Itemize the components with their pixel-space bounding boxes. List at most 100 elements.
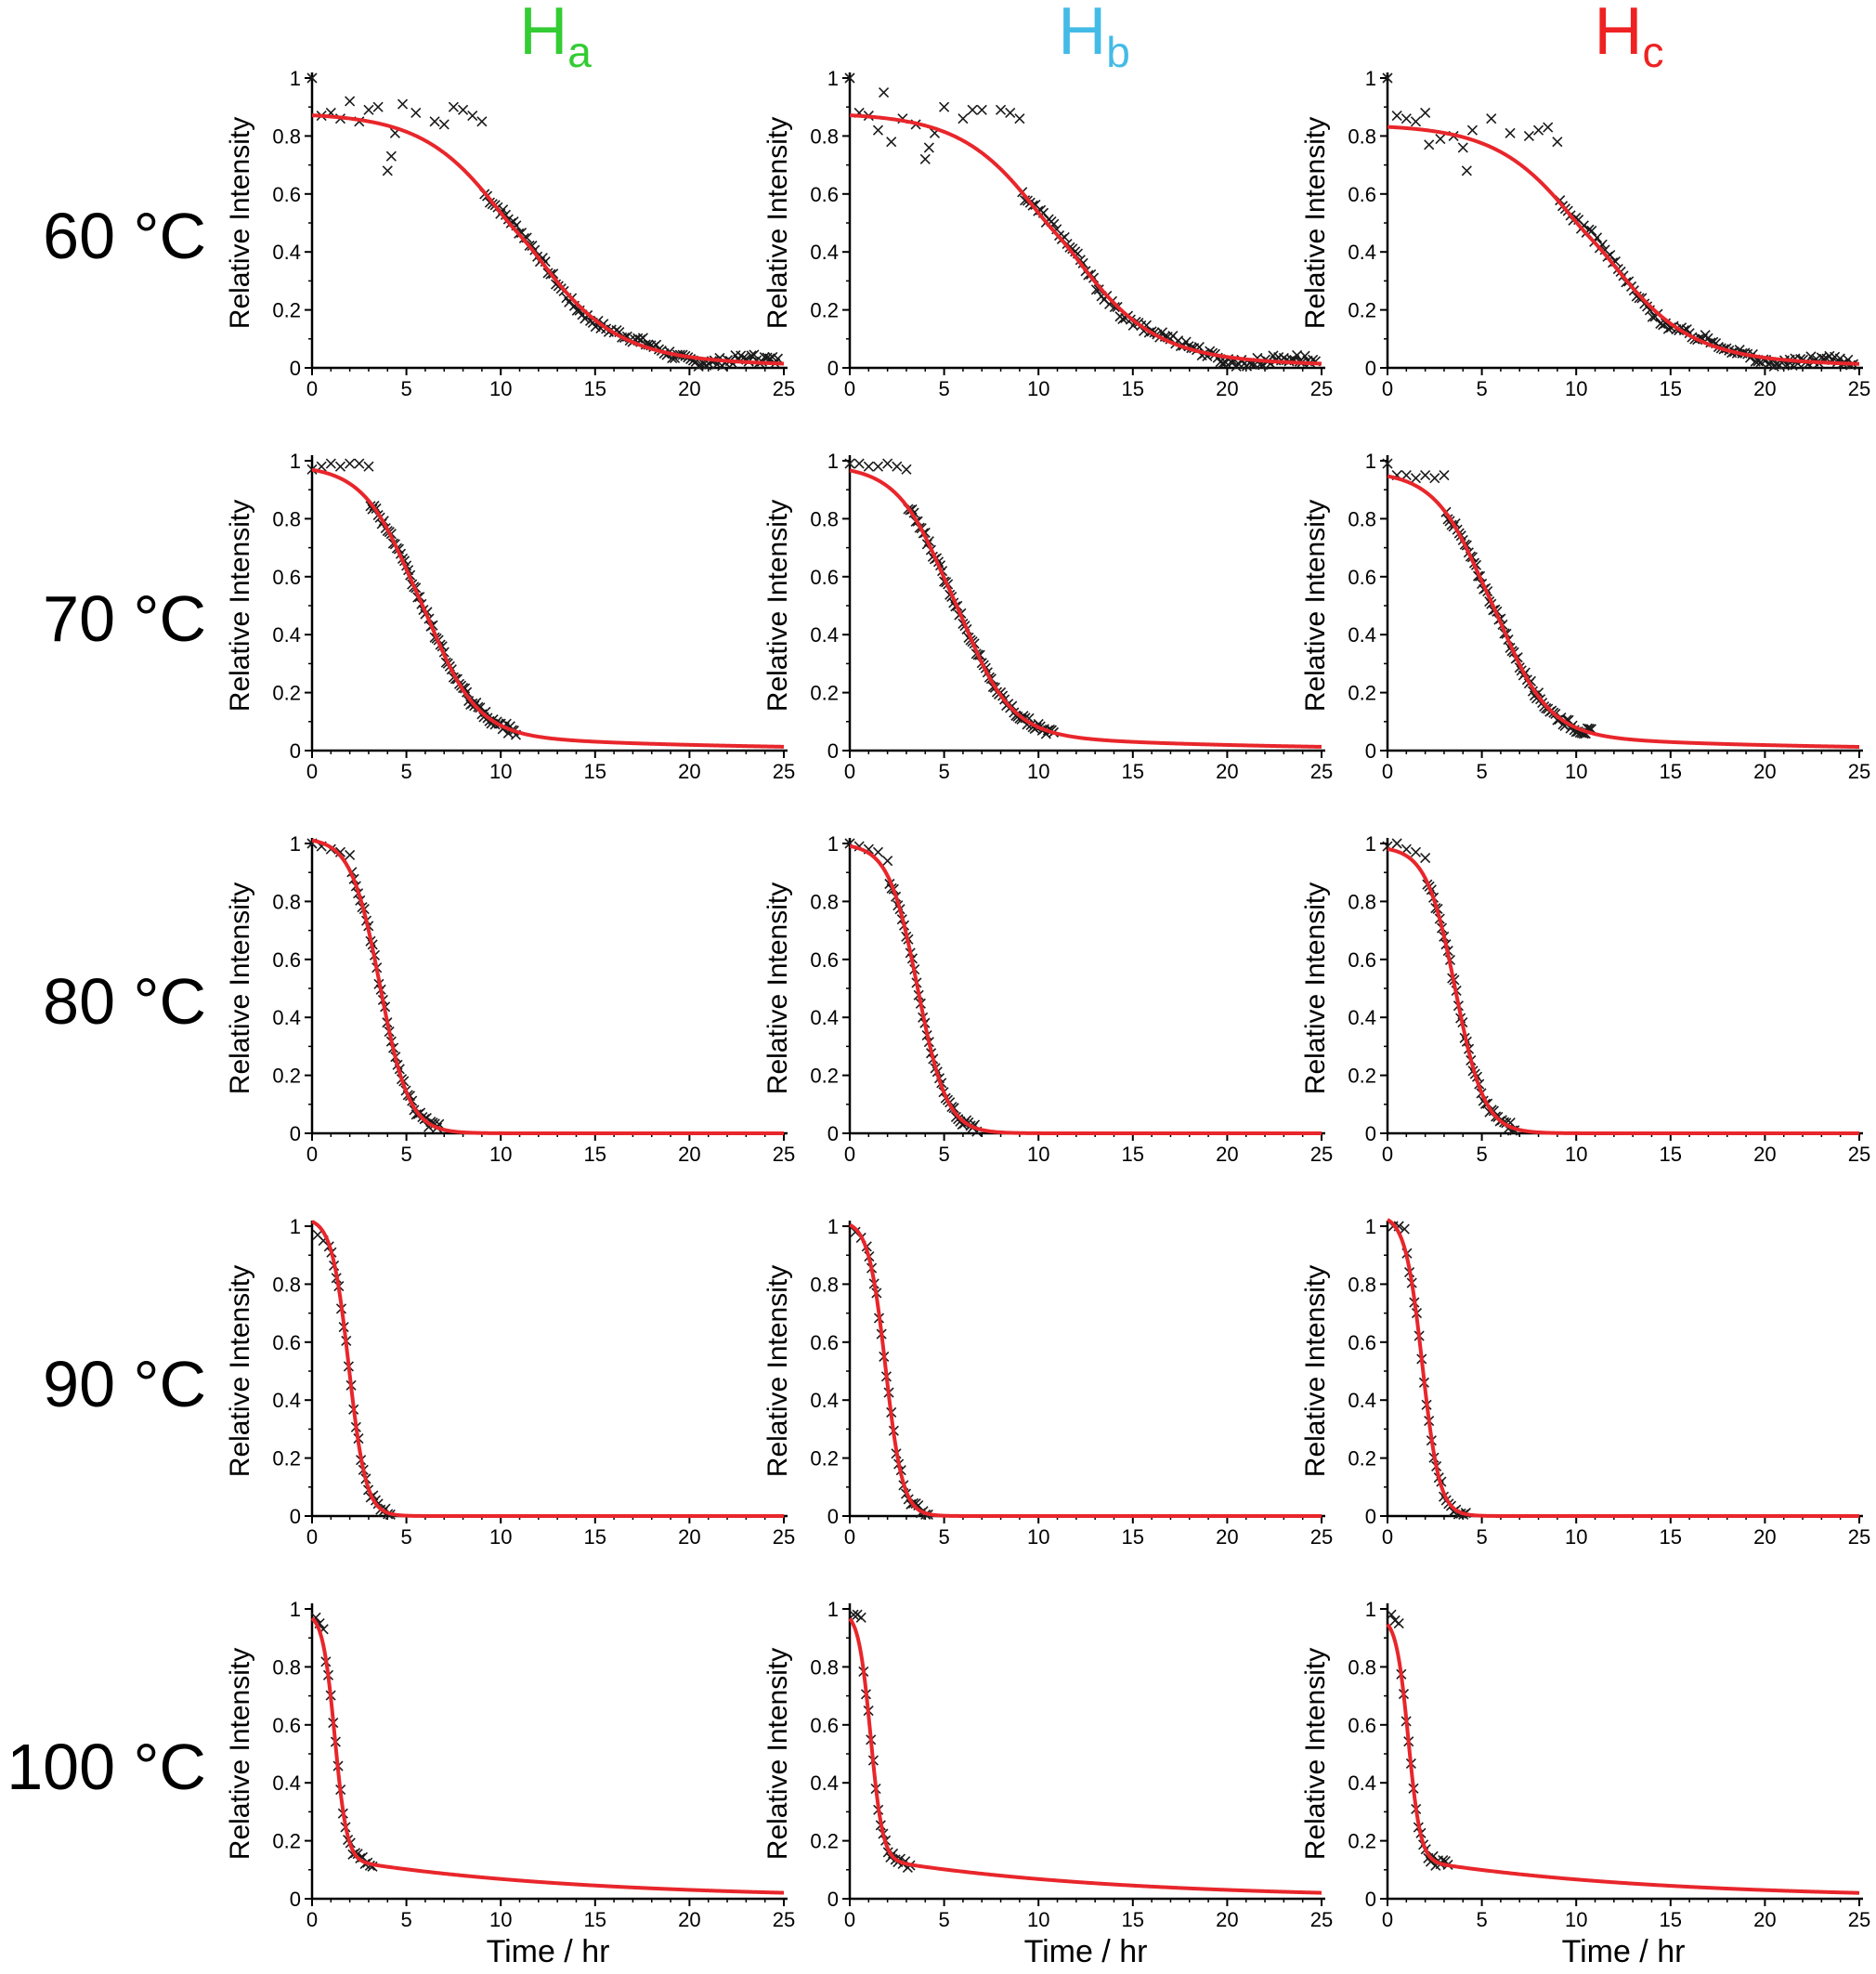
fit-curve xyxy=(849,1222,1322,1518)
y-tick-label: 0.2 xyxy=(810,1065,839,1088)
x-tick-label: 15 xyxy=(1660,1143,1682,1166)
x-tick-label: 0 xyxy=(1382,1143,1393,1166)
row-labels: 60 °C 70 °C 80 °C 90 °C 100 °C xyxy=(7,200,206,1803)
y-tick-label: 1 xyxy=(290,450,301,473)
y-axis-label: Relative Intensity xyxy=(1300,500,1331,712)
data-point xyxy=(886,137,897,148)
data-point xyxy=(1299,350,1310,361)
x-tick-label: 20 xyxy=(1753,1908,1776,1931)
data-point xyxy=(879,87,890,98)
x-tick-label: 20 xyxy=(678,1143,700,1166)
data-point xyxy=(457,104,469,115)
x-tick-label: 10 xyxy=(1565,377,1587,400)
data-point xyxy=(1461,165,1472,176)
fit-curve xyxy=(849,113,1322,366)
y-tick-label: 1 xyxy=(827,1598,839,1621)
y-axis-label: Relative Intensity xyxy=(225,500,255,712)
y-tick-label: 0.4 xyxy=(810,623,839,647)
x-tick-label: 10 xyxy=(1565,1908,1587,1931)
data-point xyxy=(1393,1618,1404,1629)
y-tick-label: 0.6 xyxy=(810,1714,839,1737)
y-tick-label: 0.6 xyxy=(810,1331,839,1354)
x-tick-label: 25 xyxy=(1848,377,1870,400)
data-point xyxy=(354,458,365,469)
y-tick-label: 0.2 xyxy=(1348,682,1376,705)
y-tick-label: 1 xyxy=(1365,832,1376,856)
data-point xyxy=(882,458,893,469)
y-axis-label: Relative Intensity xyxy=(1300,117,1331,329)
y-tick-label: 1 xyxy=(290,1215,301,1238)
data-point xyxy=(429,116,440,127)
y-axis-label: Relative Intensity xyxy=(762,117,793,329)
y-tick-label: 1 xyxy=(827,450,839,473)
x-axis-label: Time / hr xyxy=(487,1934,610,1969)
x-tick-label: 15 xyxy=(1122,377,1144,400)
x-tick-label: 15 xyxy=(1122,1143,1144,1166)
y-tick-label: 0.4 xyxy=(810,1389,839,1412)
y-tick-label: 0.2 xyxy=(272,1447,301,1471)
x-tick-label: 20 xyxy=(1216,377,1238,400)
y-tick-label: 0.6 xyxy=(1348,566,1376,589)
y-tick-label: 0.8 xyxy=(810,890,839,913)
y-tick-label: 0 xyxy=(827,1122,839,1145)
y-tick-label: 0.6 xyxy=(1348,948,1376,972)
y-tick-label: 0.2 xyxy=(810,682,839,705)
data-point xyxy=(1005,107,1016,119)
data-point xyxy=(345,96,356,107)
y-tick-label: 0.2 xyxy=(272,1065,301,1088)
x-tick-label: 10 xyxy=(1027,1525,1049,1549)
y-tick-label: 0.2 xyxy=(1348,1065,1376,1088)
data-point xyxy=(1466,124,1479,136)
y-tick-label: 0.6 xyxy=(1348,1331,1376,1354)
x-tick-label: 0 xyxy=(1382,377,1393,400)
y-tick-label: 0.4 xyxy=(272,1006,301,1029)
y-tick-label: 0 xyxy=(290,1122,301,1145)
x-tick-label: 15 xyxy=(1660,760,1682,783)
x-tick-label: 5 xyxy=(938,377,949,400)
data-point xyxy=(853,458,865,469)
x-tick-label: 5 xyxy=(1476,760,1487,783)
y-tick-label: 1 xyxy=(290,832,301,856)
x-tick-label: 5 xyxy=(938,1143,949,1166)
x-tick-label: 5 xyxy=(400,377,411,400)
row-label-100c: 100 °C xyxy=(7,1731,206,1803)
y-tick-label: 1 xyxy=(290,1598,301,1621)
fit-curve xyxy=(848,1617,1322,1895)
y-tick-label: 0.4 xyxy=(272,241,301,264)
fit-curve xyxy=(1386,1623,1860,1895)
data-point xyxy=(1399,1223,1410,1235)
y-tick-label: 0.6 xyxy=(272,566,301,589)
fit-curve xyxy=(849,468,1322,749)
data-point xyxy=(919,153,931,164)
y-tick-label: 0 xyxy=(290,357,301,380)
y-tick-label: 0.8 xyxy=(1348,124,1376,148)
y-axis-label: Relative Intensity xyxy=(1300,1648,1331,1860)
data-point xyxy=(382,165,393,176)
data-point xyxy=(1410,473,1422,484)
y-tick-label: 0.6 xyxy=(810,948,839,972)
y-tick-label: 1 xyxy=(290,67,301,90)
x-axis-label: Time / hr xyxy=(1024,1934,1148,1969)
x-tick-label: 20 xyxy=(1216,760,1238,783)
x-tick-label: 15 xyxy=(1122,760,1144,783)
y-axis-label: Relative Intensity xyxy=(1300,882,1331,1094)
data-point xyxy=(1505,127,1516,138)
data-point xyxy=(958,113,969,124)
data-point xyxy=(1420,470,1431,481)
y-tick-label: 0.8 xyxy=(810,1655,839,1679)
x-tick-label: 15 xyxy=(1660,1908,1682,1931)
data-point xyxy=(448,101,459,112)
y-tick-label: 0.8 xyxy=(810,507,839,530)
y-tick-label: 0 xyxy=(1365,739,1376,763)
data-point xyxy=(372,101,384,112)
data-point xyxy=(363,104,374,115)
x-tick-label: 5 xyxy=(938,760,949,783)
data-point xyxy=(1439,470,1450,481)
data-point xyxy=(901,464,912,475)
y-tick-label: 0 xyxy=(290,739,301,763)
data-point xyxy=(923,142,934,153)
x-tick-label: 25 xyxy=(1848,1143,1870,1166)
